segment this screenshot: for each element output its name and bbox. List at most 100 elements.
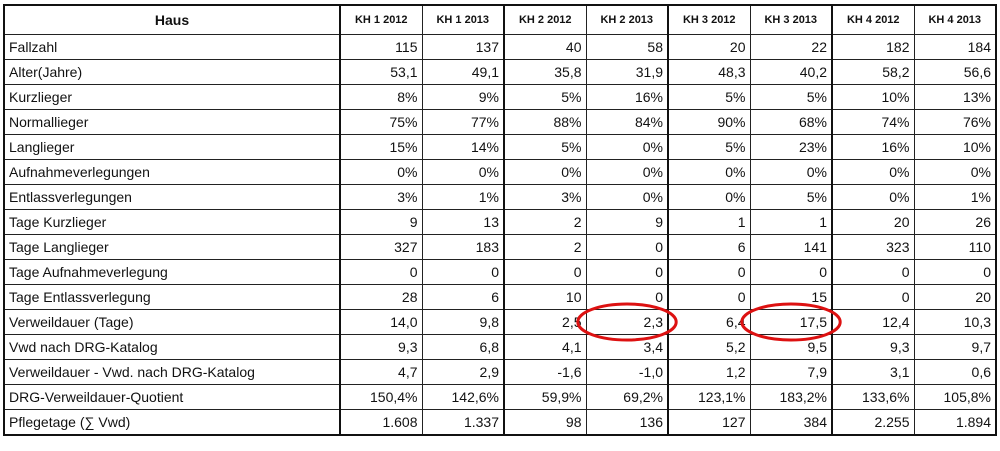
column-header: KH 4 2012 [831,4,915,35]
table-cell: 10% [831,84,915,110]
table-row: Alter(Jahre) 53,1 49,1 35,8 31,9 48,3 40,2 58,2… [3,59,997,85]
table-cell: 26 [913,209,997,235]
table-cell: 2 [503,234,587,260]
row-label: Entlassverlegungen [3,184,341,210]
table-cell: 3% [503,184,587,210]
table-cell: 0 [585,259,669,285]
table-cell: 9,3 [831,334,915,360]
table-cell: 0 [831,259,915,285]
table-cell: 0% [585,159,669,185]
table-row: Kurzlieger 8% 9% 5% 16% 5% 5% 10% 13% [3,84,997,110]
table-row: Tage Entlassverlegung 28 6 10 0 0 15 0 20 [3,284,997,310]
table-cell: 2,3 [585,309,669,335]
table-row: Entlassverlegungen 3% 1% 3% 0% 0% 5% 0% 1% [3,184,997,210]
table-row: Tage Aufnahmeverlegung 0 0 0 0 0 0 0 0 [3,259,997,285]
column-header: KH 2 2012 [503,4,587,35]
table-cell: 4,1 [503,334,587,360]
table-cell: 68% [749,109,833,135]
table-cell: 1% [913,184,997,210]
table-cell: 16% [831,134,915,160]
table-cell: 0 [749,259,833,285]
table-cell: 110 [913,234,997,260]
table-cell: 98 [503,409,587,436]
table-cell: 3,4 [585,334,669,360]
table-cell: 8% [339,84,423,110]
table-cell: 127 [667,409,751,436]
table-cell: 31,9 [585,59,669,85]
table-cell: 1.337 [421,409,505,436]
table-cell: 15 [749,284,833,310]
table-cell: 4,7 [339,359,423,385]
column-header-haus: Haus [3,4,341,35]
table-cell: 0 [339,259,423,285]
table-cell: 14,0 [339,309,423,335]
table-cell: 1 [749,209,833,235]
table-cell: 10% [913,134,997,160]
table-cell: 10,3 [913,309,997,335]
table-cell: 183 [421,234,505,260]
table-cell: 0% [913,159,997,185]
table-cell: 0 [585,284,669,310]
table-cell: 49,1 [421,59,505,85]
table-cell: 5% [667,84,751,110]
table-cell: 15% [339,134,423,160]
row-label: Tage Langlieger [3,234,341,260]
table-row: Normallieger 75% 77% 88% 84% 90% 68% 74% 76% [3,109,997,135]
table-cell: 136 [585,409,669,436]
table-cell: 12,4 [831,309,915,335]
row-label: Fallzahl [3,34,341,60]
table-cell: 9,5 [749,334,833,360]
row-label: Pflegetage (∑ Vwd) [3,409,341,436]
table-cell: 1,2 [667,359,751,385]
table-cell: 9 [339,209,423,235]
header-row: Haus KH 1 2012 KH 1 2013 KH 2 2012 KH 2 201… [3,4,997,35]
table-row: Pflegetage (∑ Vwd) 1.608 1.337 98 136 127 384 2… [3,409,997,436]
table-cell: 53,1 [339,59,423,85]
row-label: Tage Entlassverlegung [3,284,341,310]
table-cell: 5% [749,184,833,210]
row-label: Aufnahmeverlegungen [3,159,341,185]
table-cell: 6 [421,284,505,310]
table-cell: 0% [667,159,751,185]
table-cell: 327 [339,234,423,260]
table-row: Langlieger 15% 14% 5% 0% 5% 23% 16% 10% [3,134,997,160]
table-cell: -1,6 [503,359,587,385]
table-cell: 2,5 [503,309,587,335]
table-cell: 0% [585,184,669,210]
row-label: Tage Aufnahmeverlegung [3,259,341,285]
table-cell: 76% [913,109,997,135]
row-label: Alter(Jahre) [3,59,341,85]
table-cell: 28 [339,284,423,310]
table-cell: 323 [831,234,915,260]
table-cell: 14% [421,134,505,160]
table-cell: 0,6 [913,359,997,385]
row-label: Langlieger [3,134,341,160]
table-cell: 0% [667,184,751,210]
row-label: Verweildauer - Vwd. nach DRG-Katalog [3,359,341,385]
table-cell: 0% [831,159,915,185]
table-cell: 5% [503,84,587,110]
table-cell: 6,8 [421,334,505,360]
table-cell: 1 [667,209,751,235]
table-cell: 1% [421,184,505,210]
row-label: Tage Kurzlieger [3,209,341,235]
table-cell: 5% [667,134,751,160]
table-row: Verweildauer (Tage) 14,0 9,8 2,5 2,3 6,4 17,5 1… [3,309,997,335]
table-cell: 88% [503,109,587,135]
table-cell: 6,4 [667,309,751,335]
table-cell: 9 [585,209,669,235]
table-cell: 20 [913,284,997,310]
table-cell: 0 [503,259,587,285]
table-cell: 0 [585,234,669,260]
table-cell: 9,8 [421,309,505,335]
table-cell: 23% [749,134,833,160]
table-cell: 13% [913,84,997,110]
table-cell: 0 [831,284,915,310]
table-cell: 56,6 [913,59,997,85]
table-cell: 7,9 [749,359,833,385]
table-cell: 40,2 [749,59,833,85]
table-cell: 184 [913,34,997,60]
row-label: Kurzlieger [3,84,341,110]
table-cell: 1.894 [913,409,997,436]
table-cell: 10 [503,284,587,310]
